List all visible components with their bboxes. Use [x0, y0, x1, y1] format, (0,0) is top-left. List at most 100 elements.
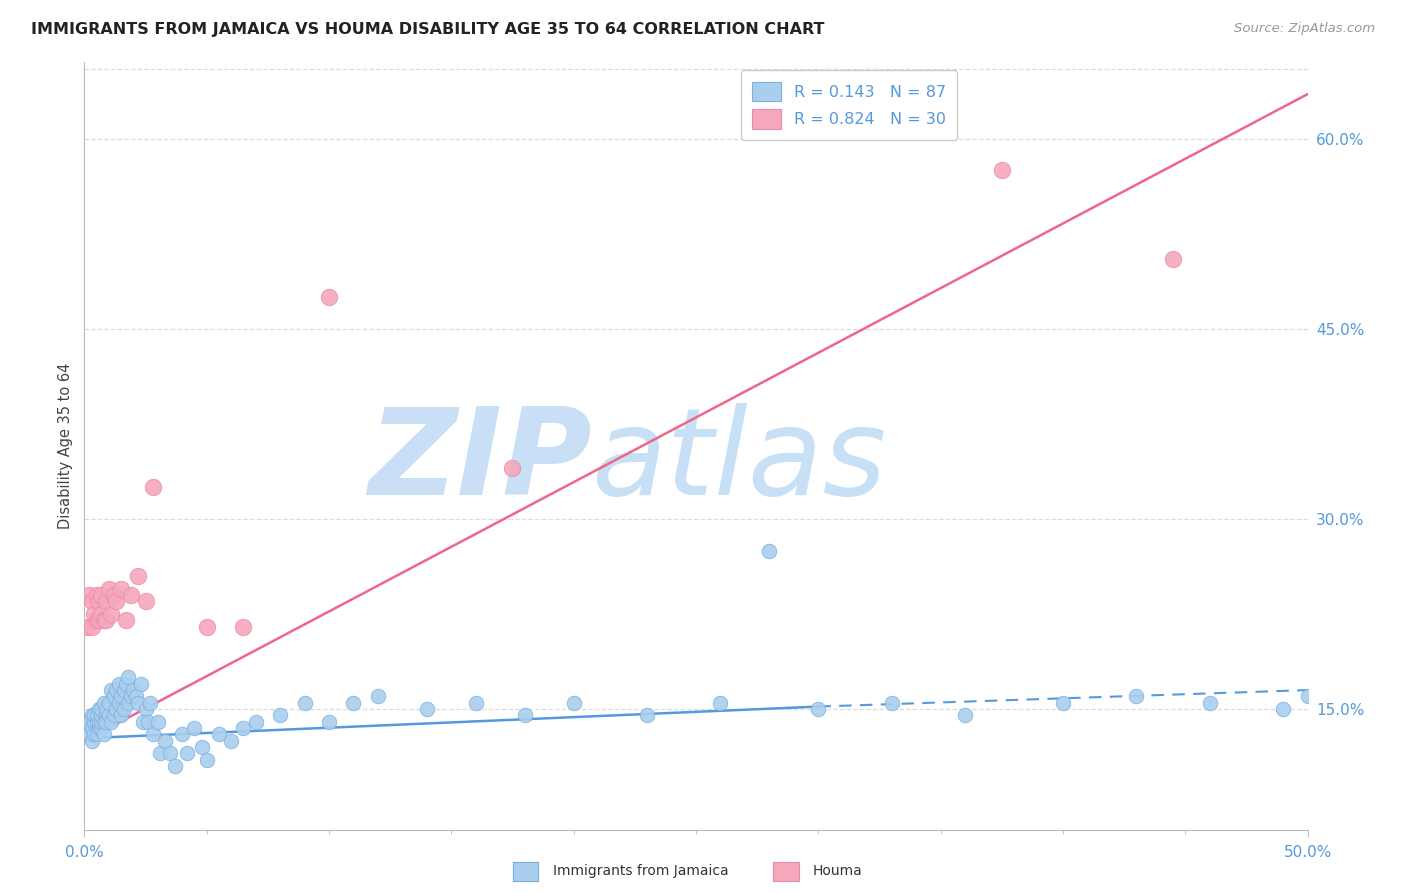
Point — [129, 677, 152, 691]
Point — [416, 702, 439, 716]
Point — [195, 753, 218, 767]
Point — [97, 582, 120, 596]
Point — [880, 696, 903, 710]
Point — [87, 613, 110, 627]
Point — [245, 714, 267, 729]
Text: Houma: Houma — [813, 863, 862, 878]
Point — [86, 727, 108, 741]
Point — [86, 613, 108, 627]
Point — [110, 582, 132, 596]
Y-axis label: Disability Age 35 to 64: Disability Age 35 to 64 — [58, 363, 73, 529]
Point — [1272, 702, 1295, 716]
Point — [93, 613, 115, 627]
Point — [93, 714, 115, 729]
Point — [90, 702, 112, 716]
Point — [562, 696, 585, 710]
Point — [100, 683, 122, 698]
Point — [132, 714, 155, 729]
Point — [76, 727, 98, 741]
Point — [1296, 690, 1319, 704]
Point — [100, 714, 122, 729]
Text: ZIP: ZIP — [368, 403, 592, 520]
Point — [90, 721, 112, 735]
Point — [464, 696, 486, 710]
Point — [117, 696, 139, 710]
Point — [709, 696, 731, 710]
Point — [163, 759, 186, 773]
Text: Immigrants from Jamaica: Immigrants from Jamaica — [553, 863, 728, 878]
Point — [90, 714, 112, 729]
Point — [76, 620, 98, 634]
Point — [100, 607, 122, 621]
Point — [142, 480, 165, 494]
Point — [80, 708, 103, 723]
Point — [90, 588, 112, 602]
Legend: R = 0.143   N = 87, R = 0.824   N = 30: R = 0.143 N = 87, R = 0.824 N = 30 — [741, 70, 957, 140]
Point — [513, 708, 536, 723]
Point — [122, 683, 145, 698]
Point — [991, 163, 1014, 178]
Point — [232, 620, 254, 634]
Point — [191, 740, 214, 755]
Point — [135, 594, 157, 608]
Point — [153, 733, 176, 747]
Point — [90, 607, 112, 621]
Point — [269, 708, 291, 723]
Point — [110, 690, 132, 704]
Point — [93, 696, 115, 710]
Point — [80, 620, 103, 634]
Point — [294, 696, 316, 710]
Point — [103, 588, 125, 602]
Point — [77, 727, 100, 741]
Point — [96, 714, 118, 729]
Point — [96, 594, 118, 608]
Point — [1198, 696, 1220, 710]
Point — [115, 677, 138, 691]
Point — [1161, 252, 1184, 266]
Point — [110, 708, 132, 723]
Point — [758, 543, 780, 558]
Point — [172, 727, 194, 741]
Point — [90, 708, 112, 723]
Point — [112, 702, 135, 716]
Point — [112, 683, 135, 698]
Point — [232, 721, 254, 735]
Point — [83, 708, 105, 723]
Point — [80, 733, 103, 747]
Point — [135, 702, 157, 716]
Point — [149, 747, 172, 761]
Point — [139, 696, 162, 710]
Point — [80, 594, 103, 608]
Point — [87, 721, 110, 735]
Point — [97, 708, 120, 723]
Point — [103, 690, 125, 704]
Point — [96, 708, 118, 723]
Point — [953, 708, 976, 723]
Point — [219, 733, 242, 747]
Point — [83, 714, 105, 729]
Point — [125, 690, 148, 704]
Point — [97, 696, 120, 710]
Point — [636, 708, 658, 723]
Point — [87, 714, 110, 729]
Point — [127, 569, 149, 583]
Point — [83, 727, 105, 741]
Point — [115, 613, 138, 627]
Point — [318, 714, 340, 729]
Point — [120, 588, 142, 602]
Point — [107, 677, 129, 691]
Point — [1052, 696, 1074, 710]
Point — [807, 702, 830, 716]
Text: IMMIGRANTS FROM JAMAICA VS HOUMA DISABILITY AGE 35 TO 64 CORRELATION CHART: IMMIGRANTS FROM JAMAICA VS HOUMA DISABIL… — [31, 22, 824, 37]
Point — [502, 461, 524, 475]
Text: Source: ZipAtlas.com: Source: ZipAtlas.com — [1234, 22, 1375, 36]
Point — [1125, 690, 1147, 704]
Point — [80, 721, 103, 735]
Point — [136, 714, 159, 729]
Text: atlas: atlas — [592, 403, 887, 520]
Point — [120, 690, 142, 704]
Point — [105, 683, 128, 698]
Point — [105, 594, 128, 608]
Point — [146, 714, 169, 729]
Point — [77, 714, 100, 729]
